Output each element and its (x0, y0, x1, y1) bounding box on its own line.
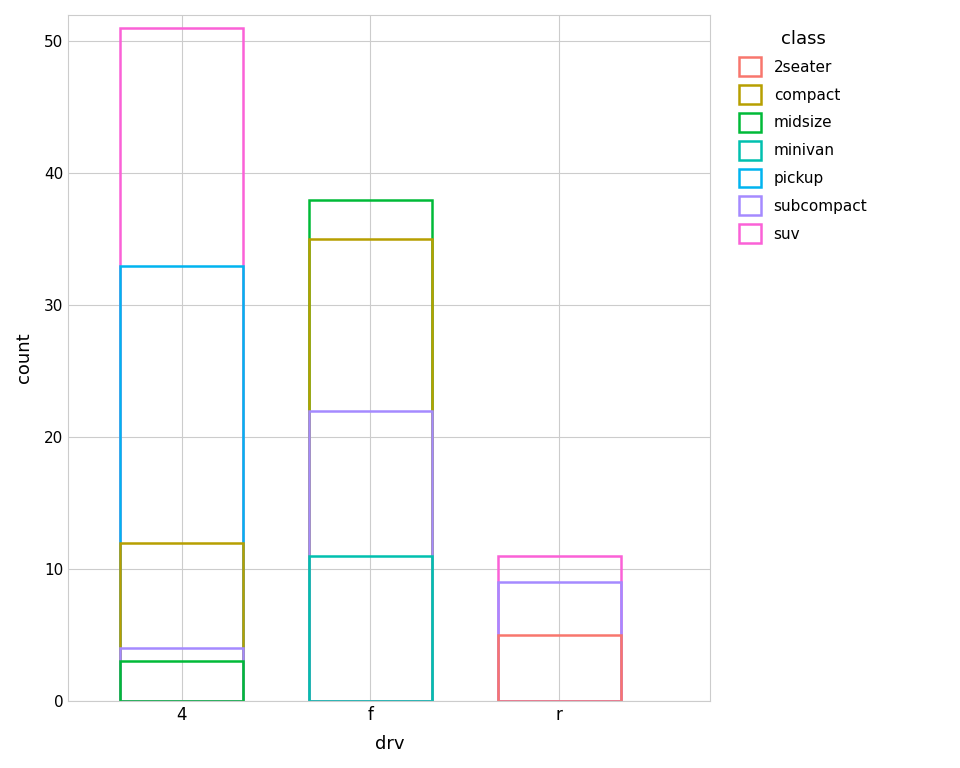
Bar (498, 635, 621, 701)
X-axis label: drv: drv (374, 735, 404, 753)
Bar (120, 661, 243, 701)
Bar (309, 200, 432, 701)
Bar (309, 240, 432, 701)
Bar (120, 648, 243, 701)
Y-axis label: count: count (15, 333, 33, 383)
Bar (120, 266, 243, 701)
Bar (309, 556, 432, 701)
Bar (120, 543, 243, 701)
Bar (498, 582, 621, 701)
Bar (498, 556, 621, 701)
Bar (309, 411, 432, 701)
Bar (120, 28, 243, 701)
Legend: 2seater, compact, midsize, minivan, pickup, subcompact, suv: 2seater, compact, midsize, minivan, pick… (731, 22, 876, 250)
